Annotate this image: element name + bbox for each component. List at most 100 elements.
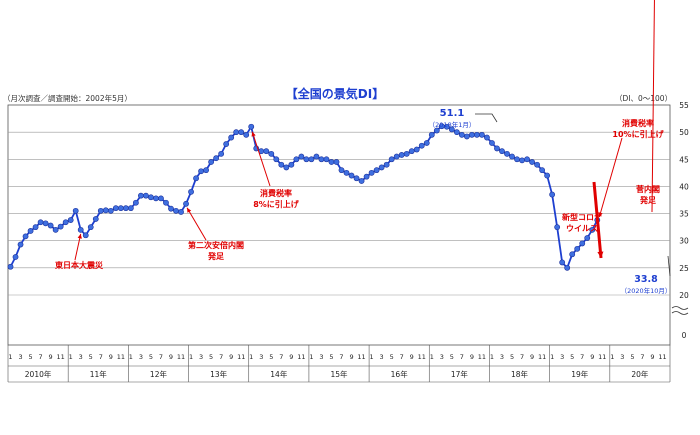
- data-point: [22, 233, 29, 240]
- data-point: [443, 123, 450, 130]
- data-point: [12, 254, 19, 260]
- month-tick-label: 5: [630, 353, 634, 361]
- month-tick-label: 5: [329, 353, 333, 361]
- data-point: [132, 199, 139, 206]
- month-tick-label: 5: [89, 353, 93, 361]
- annotation-leader: [667, 255, 671, 277]
- month-tick-label: 7: [39, 353, 43, 361]
- month-tick-label: 5: [570, 353, 574, 361]
- data-point: [308, 156, 315, 163]
- data-point: [163, 199, 169, 206]
- month-tick-label: 5: [149, 353, 153, 361]
- data-point: [153, 195, 159, 202]
- data-point: [474, 131, 480, 138]
- year-label: 18年: [511, 369, 529, 379]
- data-point: [283, 164, 290, 171]
- month-tick-label: 1: [129, 353, 133, 361]
- annotation-quake: 東日本大震災: [55, 260, 104, 270]
- y-tick-label: 25: [679, 264, 689, 273]
- data-point: [453, 129, 460, 136]
- annotation-arrow: [186, 207, 207, 241]
- data-point: [52, 226, 59, 233]
- data-point: [544, 172, 551, 179]
- data-point: [348, 172, 355, 179]
- annotation-arrowhead: [77, 233, 82, 239]
- annotation-arrowhead: [251, 131, 256, 137]
- annotation-line: 菅内閣: [636, 184, 660, 194]
- data-point: [178, 209, 184, 215]
- data-point: [27, 228, 34, 234]
- month-tick-label: 11: [177, 353, 185, 361]
- month-tick-label: 3: [560, 353, 564, 361]
- data-point: [303, 156, 310, 163]
- annotation-line: （2020年10月）: [621, 286, 672, 295]
- month-tick-label: 3: [18, 353, 22, 361]
- data-point: [57, 223, 64, 230]
- data-point: [263, 148, 270, 155]
- data-point: [479, 131, 485, 138]
- annotation-line: 51.1: [440, 108, 465, 119]
- data-point: [554, 224, 561, 231]
- month-tick-label: 3: [319, 353, 323, 361]
- data-point: [318, 156, 325, 163]
- data-point: [323, 156, 330, 163]
- data-point: [7, 263, 14, 270]
- y-tick-label: 30: [679, 237, 689, 246]
- month-tick-label: 7: [580, 353, 584, 361]
- data-point: [448, 126, 455, 133]
- data-point: [72, 207, 79, 214]
- data-point: [273, 156, 280, 163]
- data-point: [393, 153, 400, 160]
- annotation-line: 8%に引上げ: [253, 199, 300, 209]
- month-tick-label: 1: [490, 353, 494, 361]
- data-point: [559, 259, 566, 266]
- data-point: [413, 146, 420, 153]
- data-point: [504, 150, 510, 157]
- month-tick-label: 1: [249, 353, 253, 361]
- month-tick-label: 11: [237, 353, 245, 361]
- data-point: [328, 159, 335, 165]
- month-tick-label: 9: [49, 353, 53, 361]
- month-tick-label: 11: [117, 353, 125, 361]
- data-point: [268, 150, 275, 157]
- y-tick-label: 35: [679, 210, 689, 219]
- month-tick-label: 3: [259, 353, 263, 361]
- month-tick-label: 11: [598, 353, 606, 361]
- data-point: [97, 207, 104, 214]
- data-point: [524, 156, 530, 163]
- month-tick-label: 7: [159, 353, 163, 361]
- chart-title: 【全国の景気DI】: [286, 86, 384, 101]
- month-tick-label: 1: [189, 353, 193, 361]
- data-point: [398, 152, 405, 158]
- data-point: [17, 241, 24, 248]
- data-point: [223, 141, 230, 147]
- data-point: [539, 167, 546, 174]
- annotation-line: 10%に引上げ: [612, 129, 664, 139]
- month-tick-label: 5: [450, 353, 454, 361]
- annotation-line: 33.8: [634, 274, 658, 285]
- data-point: [62, 219, 69, 226]
- data-point: [298, 153, 305, 160]
- data-point: [388, 156, 395, 163]
- annotation-line: （2018年1月）: [429, 120, 476, 129]
- series-line: [7, 123, 601, 271]
- data-point: [82, 232, 89, 239]
- annotation-line: 発足: [207, 251, 225, 261]
- month-tick-label: 1: [370, 353, 374, 361]
- y-tick-label: 50: [679, 128, 689, 137]
- month-tick-label: 9: [289, 353, 293, 361]
- month-tick-label: 3: [139, 353, 143, 361]
- month-tick-label: 9: [470, 353, 474, 361]
- data-point: [243, 131, 250, 138]
- data-point: [373, 167, 380, 174]
- data-point: [183, 200, 189, 207]
- data-point: [148, 194, 154, 201]
- year-label: 19年: [571, 369, 589, 379]
- data-point: [378, 164, 385, 171]
- month-tick-label: 11: [658, 353, 666, 361]
- month-tick-label: 3: [620, 353, 624, 361]
- data-point: [117, 205, 124, 212]
